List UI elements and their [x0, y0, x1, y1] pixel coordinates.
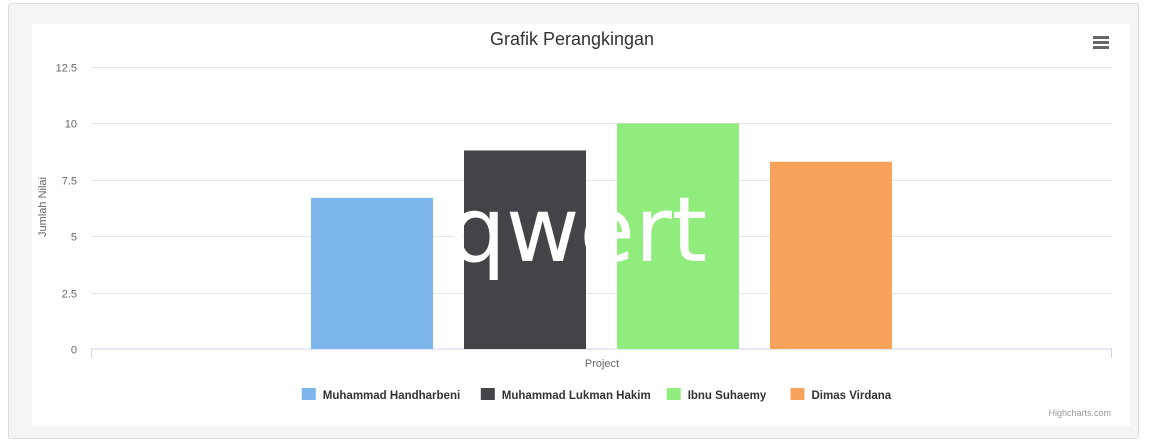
legend-swatch[interactable] [666, 388, 681, 400]
bar-ibnu-suhaemy[interactable] [617, 123, 739, 350]
legend-item-muhammad-lukman-hakim[interactable]: Muhammad Lukman Hakim [480, 388, 651, 402]
bar-series [311, 123, 892, 350]
context-menu-button[interactable] [1088, 31, 1114, 55]
y-axis-label: Jumlah Nilai [37, 177, 49, 237]
watermark-text: qwert [449, 178, 707, 283]
legend-item-muhammad-handharbeni[interactable]: Muhammad Handharbeni [301, 388, 460, 402]
y-tick-label: 10 [65, 119, 77, 131]
legend-label[interactable]: Muhammad Lukman Hakim [502, 390, 651, 402]
y-tick-label: 2.5 [62, 289, 77, 301]
legend: Muhammad Handharbeni Muhammad Lukman Haki… [301, 388, 892, 402]
legend-label[interactable]: Muhammad Handharbeni [323, 390, 460, 402]
grid-lines [91, 67, 1112, 294]
y-tick-label: 5 [71, 232, 77, 244]
x-axis-category-label: Project [585, 358, 619, 370]
bar-dimas-virdana[interactable] [770, 161, 892, 349]
y-axis-tick-labels: 0 2.5 5 7.5 10 12.5 [56, 63, 77, 357]
y-tick-label: 7.5 [62, 176, 77, 188]
y-tick-label: 0 [71, 345, 77, 357]
legend-swatch[interactable] [790, 388, 805, 400]
chart-title: Grafik Perangkingan [490, 29, 654, 49]
legend-item-dimas-virdana[interactable]: Dimas Virdana [790, 388, 892, 402]
legend-swatch[interactable] [480, 388, 495, 400]
legend-swatch[interactable] [301, 388, 316, 400]
y-tick-label: 12.5 [56, 63, 77, 75]
bar-muhammad-handharbeni[interactable] [311, 197, 433, 349]
legend-item-ibnu-suhaemy[interactable]: Ibnu Suhaemy [666, 388, 767, 402]
chart-panel [8, 3, 1139, 439]
credits-link[interactable]: Highcharts.com [1048, 408, 1111, 418]
legend-label[interactable]: Dimas Virdana [812, 390, 892, 402]
hamburger-menu-icon[interactable] [1093, 36, 1109, 49]
bar-muhammad-lukman-hakim[interactable] [464, 150, 586, 349]
legend-label[interactable]: Ibnu Suhaemy [688, 390, 767, 402]
